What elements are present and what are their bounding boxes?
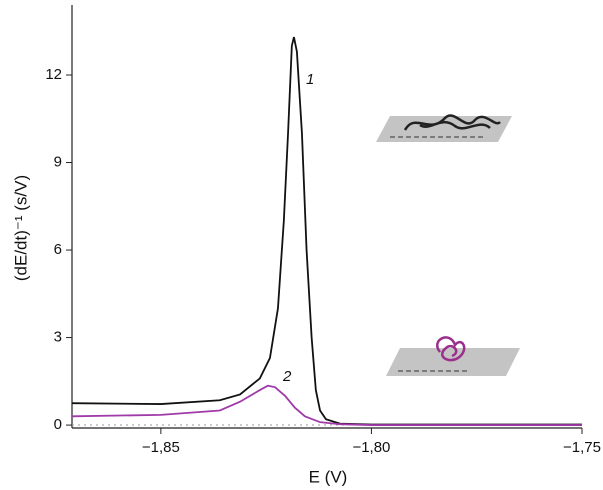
- data-line: [71, 36, 582, 426]
- x-tick-label: −1,85: [142, 439, 180, 456]
- x-axis-label: E (V): [309, 467, 348, 486]
- y-tick-label: 6: [54, 241, 62, 258]
- y-tick-label: 12: [45, 66, 62, 83]
- y-tick-label: 3: [54, 329, 62, 346]
- series-label: 1: [306, 71, 314, 88]
- inset-bottom: [386, 336, 520, 376]
- x-tick-label: −1,75: [563, 439, 601, 456]
- y-axis-label: (dE/dt)⁻¹ (s/V): [11, 175, 30, 281]
- inset-top: [376, 114, 512, 142]
- y-tick-label: 9: [54, 153, 62, 170]
- x-tick-label: −1,80: [352, 439, 390, 456]
- y-tick-label: 0: [54, 416, 62, 433]
- data-line: [71, 384, 582, 426]
- series-label: 2: [282, 368, 292, 385]
